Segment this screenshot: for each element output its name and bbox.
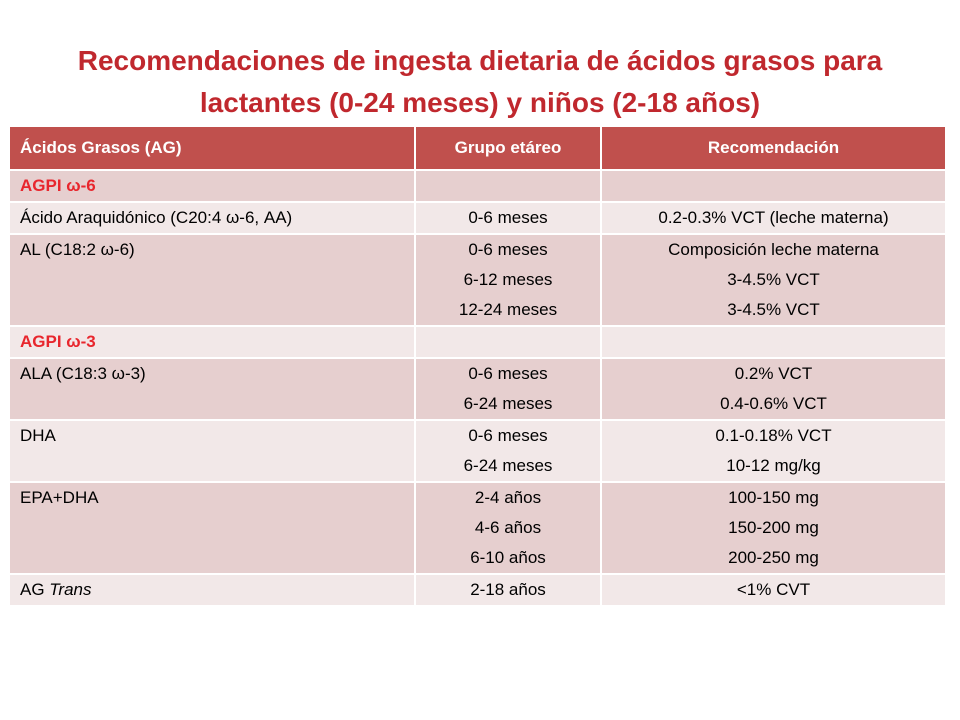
fatty-acid-cell: EPA+DHA [8,481,416,575]
age-value: 12-24 meses [458,300,558,319]
recommendation-value: 0.1-0.18% VCT [715,426,832,445]
age-cell: 0-6 meses 6-12 meses 12-24 meses [414,233,602,327]
table-row: Ácido Araquidónico (C20:4 ω-6, AA) 0-6 m… [8,201,947,235]
recommendation-value: 100-150 mg [728,488,819,507]
fatty-acid-cell: AG Trans [8,573,416,607]
age-cell: 2-18 años [414,573,602,607]
recommendation-value: 150-200 mg [728,518,819,537]
fatty-acid-table: Ácidos Grasos (AG) Grupo etáreo Recomend… [8,125,947,607]
age-value: 2-4 años [474,488,542,507]
recommendation-value: 3-4.5% VCT [727,300,820,319]
recommendation-value: 0.4-0.6% VCT [720,394,827,413]
age-cell [414,169,602,203]
age-value: 2-18 años [470,580,546,599]
table-row: EPA+DHA 2-4 años 4-6 años 6-10 años 100-… [8,481,947,575]
recommendation-value: 10-12 mg/kg [726,456,821,475]
age-cell: 0-6 meses 6-24 meses [414,419,602,483]
recommendation-value: <1% CVT [736,580,811,599]
age-value: 6-24 meses [463,456,553,475]
fatty-acid-cell: AL (C18:2 ω-6) [8,233,416,327]
recommendation-cell [600,169,947,203]
age-value: 0-6 meses [468,364,548,383]
fatty-acid-cell: ALA (C18:3 ω-3) [8,357,416,421]
table-row: AGPI ω-6 [8,169,947,203]
recommendation-cell [600,325,947,359]
recommendation-cell: 0.2% VCT 0.4-0.6% VCT [600,357,947,421]
header-age-group: Grupo etáreo [414,125,602,171]
age-value: 6-12 meses [463,270,553,289]
table-row: AL (C18:2 ω-6) 0-6 meses 6-12 meses 12-2… [8,233,947,327]
age-value: 0-6 meses [468,208,548,227]
table-header-row: Ácidos Grasos (AG) Grupo etáreo Recomend… [8,125,947,171]
recommendation-value: Composición leche materna [668,240,879,259]
fatty-acid-cell: Ácido Araquidónico (C20:4 ω-6, AA) [8,201,416,235]
recommendation-cell: 0.2-0.3% VCT (leche materna) [600,201,947,235]
age-value: 6-24 meses [463,394,553,413]
table-row: AGPI ω-3 [8,325,947,359]
age-cell [414,325,602,359]
age-value: 6-10 años [470,548,546,567]
page-title: Recomendaciones de ingesta dietaria de á… [40,40,920,124]
header-fatty-acids: Ácidos Grasos (AG) [8,125,416,171]
fatty-acid-cell: DHA [8,419,416,483]
recommendation-cell: 0.1-0.18% VCT 10-12 mg/kg [600,419,947,483]
age-value: 4-6 años [474,518,542,537]
age-cell: 0-6 meses [414,201,602,235]
table-row: DHA 0-6 meses 6-24 meses 0.1-0.18% VCT 1… [8,419,947,483]
group-label-omega6: AGPI ω-6 [8,169,416,203]
recommendation-value: 200-250 mg [728,548,819,567]
title-line-2: lactantes (0-24 meses) y niños (2-18 año… [199,87,761,118]
age-value: 0-6 meses [468,426,548,445]
age-cell: 0-6 meses 6-24 meses [414,357,602,421]
recommendation-cell: <1% CVT [600,573,947,607]
age-value: 0-6 meses [468,240,548,259]
group-label-omega3: AGPI ω-3 [8,325,416,359]
age-cell: 2-4 años 4-6 años 6-10 años [414,481,602,575]
recommendation-cell: Composición leche materna 3-4.5% VCT 3-4… [600,233,947,327]
header-recommendation: Recomendación [600,125,947,171]
recommendation-value: 0.2-0.3% VCT (leche materna) [658,208,889,227]
fatty-acid-italic: Trans [49,580,92,599]
table-row: AG Trans 2-18 años <1% CVT [8,573,947,607]
table-row: ALA (C18:3 ω-3) 0-6 meses 6-24 meses 0.2… [8,357,947,421]
fatty-acid-prefix: AG [20,580,50,599]
recommendation-value: 3-4.5% VCT [727,270,820,289]
recommendation-value: 0.2% VCT [734,364,813,383]
title-line-1: Recomendaciones de ingesta dietaria de á… [77,45,883,76]
recommendation-cell: 100-150 mg 150-200 mg 200-250 mg [600,481,947,575]
